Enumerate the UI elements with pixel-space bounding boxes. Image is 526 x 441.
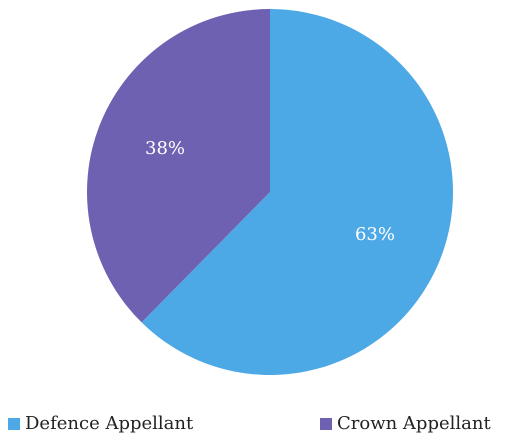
pie-slices	[87, 8, 453, 376]
legend-item-defence-appellant: Defence Appellant	[8, 413, 193, 434]
legend-swatch-crown-appellant	[320, 417, 332, 430]
legend-label-crown-appellant: Crown Appellant	[337, 413, 491, 434]
legend-label-defence-appellant: Defence Appellant	[25, 413, 194, 434]
pie-slice-crown-appellant	[87, 8, 271, 323]
pie-label-crown-appellant: 38%	[145, 138, 185, 159]
pie-slice-defence-appellant	[141, 9, 453, 376]
legend: Defence Appellant Crown Appellant	[0, 413, 526, 437]
pie-labels: 63% 38%	[145, 138, 395, 245]
pie-label-defence-appellant: 63%	[355, 224, 395, 245]
legend-item-crown-appellant: Crown Appellant	[320, 413, 491, 434]
legend-swatch-defence-appellant	[8, 417, 20, 430]
